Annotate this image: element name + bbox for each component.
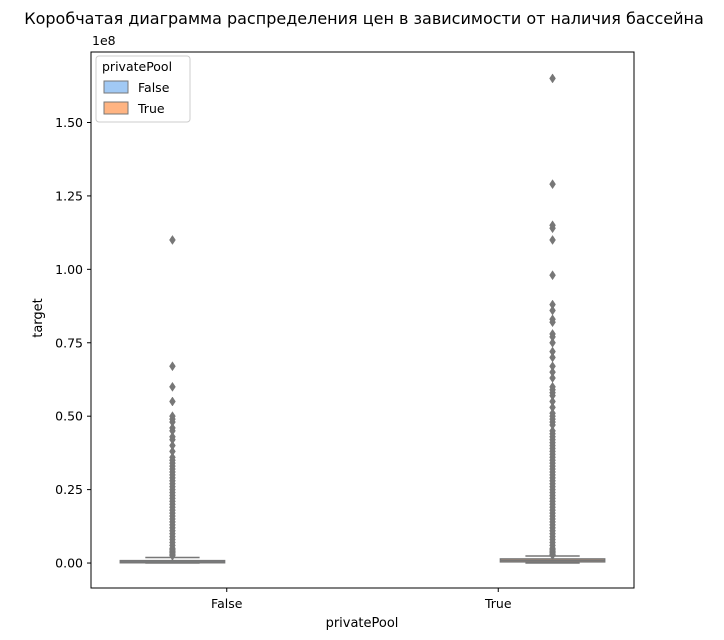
x-tick-label: True bbox=[484, 596, 512, 611]
y-tick-label: 0.25 bbox=[55, 482, 83, 497]
outlier-point bbox=[549, 223, 556, 234]
x-tick-label: False bbox=[211, 596, 243, 611]
legend-swatch bbox=[103, 101, 129, 115]
chart-title: Коробчатая диаграмма распределения цен в… bbox=[24, 9, 704, 28]
outlier-point bbox=[549, 235, 556, 245]
outlier-point bbox=[169, 381, 176, 392]
boxes bbox=[119, 73, 606, 564]
outlier-point bbox=[549, 317, 556, 328]
y-tick-label: 1.50 bbox=[55, 115, 83, 130]
outlier-point bbox=[549, 73, 556, 84]
y-tick-label: 0.00 bbox=[55, 556, 83, 571]
legend-swatch bbox=[103, 80, 129, 94]
outlier-point bbox=[549, 270, 556, 281]
y-axis-label: target bbox=[31, 298, 46, 338]
plot-area bbox=[90, 51, 635, 589]
y-tick-label: 1.25 bbox=[55, 188, 83, 203]
y-tick-label: 1.00 bbox=[55, 262, 83, 277]
y-tick-label: 0.50 bbox=[55, 409, 83, 424]
plot-frame bbox=[90, 51, 635, 589]
x-axis-ticks: False True bbox=[211, 588, 512, 611]
y-offset-label: 1e8 bbox=[92, 33, 116, 48]
outlier-point bbox=[169, 550, 176, 561]
box-false bbox=[119, 235, 226, 564]
outlier-point bbox=[169, 361, 176, 372]
legend: privatePool False True bbox=[95, 55, 191, 123]
legend-entry-label: False bbox=[138, 80, 170, 95]
y-tick-label: 0.75 bbox=[55, 335, 83, 350]
outlier-point bbox=[549, 179, 556, 190]
legend-entry-label: True bbox=[137, 101, 165, 116]
box-true bbox=[499, 73, 606, 564]
x-axis-label: privatePool bbox=[326, 616, 399, 631]
outlier-point bbox=[549, 550, 556, 561]
y-axis-ticks: 0.00 0.25 0.50 0.75 1.00 1.25 1.50 bbox=[55, 115, 91, 571]
legend-title: privatePool bbox=[102, 59, 172, 74]
outlier-point bbox=[169, 235, 176, 245]
outlier-point bbox=[169, 396, 176, 407]
